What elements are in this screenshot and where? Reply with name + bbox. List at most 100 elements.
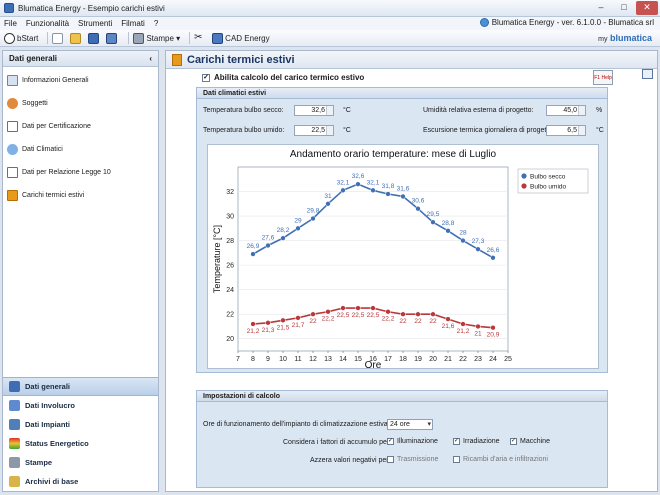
data-label: 22	[399, 318, 407, 325]
collapse-icon[interactable]: ‹	[149, 54, 152, 63]
help-button[interactable]: F1 Help	[593, 70, 613, 85]
group-title: Impostazioni di calcolo	[197, 391, 607, 402]
x-tick-label: 10	[279, 356, 287, 363]
section-label: Stampe	[25, 458, 53, 467]
enable-checkbox-box[interactable]: ✓	[202, 73, 210, 82]
menu-help[interactable]: ?	[153, 19, 159, 28]
option-label: Illuminazione	[397, 438, 438, 445]
bulbo-umido-input[interactable]: 22,5	[294, 125, 334, 136]
close-icon[interactable]: ✕	[636, 1, 658, 15]
unit-label: °C	[343, 107, 351, 114]
nav-label: Soggetti	[22, 100, 48, 107]
legend-label: Bulbo secco	[530, 174, 566, 181]
data-label: 29,5	[427, 211, 440, 218]
section-dati-involucro[interactable]: Dati Involucro	[3, 396, 158, 415]
nav-dati-climatici[interactable]: Dati Climatici	[3, 138, 158, 161]
data-point	[340, 187, 346, 193]
splitter[interactable]	[160, 50, 164, 492]
window-title: Blumatica Energy - Esempio carichi estiv…	[18, 3, 165, 13]
section-archivi-di-base[interactable]: Archivi di base	[3, 472, 158, 491]
macchine-option[interactable]: ✓ Macchine	[510, 438, 550, 445]
open-button[interactable]	[70, 32, 83, 44]
x-tick-label: 23	[474, 356, 482, 363]
x-axis-label: Ore	[365, 360, 382, 370]
legend-box	[517, 168, 589, 194]
y-tick-label: 20	[226, 336, 234, 343]
maximize-icon[interactable]: □	[621, 2, 627, 12]
minimize-icon[interactable]: –	[598, 2, 604, 12]
x-tick-label: 12	[309, 356, 317, 363]
data-point	[385, 309, 391, 315]
enable-checkbox[interactable]: ✓ Abilita calcolo del carico termico esti…	[202, 73, 364, 82]
data-label: 32,1	[367, 179, 380, 186]
legend-marker	[521, 173, 527, 179]
menu-filmati[interactable]: Filmati	[121, 19, 145, 28]
legend-label: Bulbo umido	[530, 184, 567, 191]
section-status-energetico[interactable]: Status Energetico	[3, 434, 158, 453]
checkbox[interactable]	[453, 456, 460, 463]
nav-soggetti[interactable]: Soggetti	[3, 92, 158, 115]
data-label: 20,9	[487, 332, 500, 339]
cad-energy-button[interactable]: CAD Energy	[212, 32, 270, 44]
checkbox[interactable]: ✓	[453, 438, 460, 445]
info-icon	[7, 75, 18, 86]
bulbo-secco-input[interactable]: 32,6	[294, 105, 334, 116]
tools-button[interactable]: ✂	[194, 32, 207, 44]
data-label: 32,6	[352, 173, 365, 180]
y-tick-label: 24	[226, 287, 234, 294]
ricambi-aria-option[interactable]: Ricambi d'aria e infiltrazioni	[453, 456, 548, 463]
data-point	[400, 193, 406, 200]
hours-select[interactable]: 24 ore	[387, 419, 433, 430]
data-label: 22	[429, 318, 437, 325]
data-point	[445, 228, 451, 234]
nav-relazione-legge-10[interactable]: Dati per Relazione Legge 10	[3, 161, 158, 184]
menu-funzionalita[interactable]: Funzionalità	[25, 19, 70, 28]
data-point	[280, 235, 286, 241]
menu-bar: File Funzionalità Strumenti Filmati ? Bl…	[0, 17, 660, 30]
option-label: Macchine	[520, 438, 550, 445]
checkbox[interactable]	[387, 456, 394, 463]
section-dati-generali[interactable]: Dati generali	[3, 377, 158, 396]
bstart-button[interactable]: bStart	[4, 32, 38, 44]
temperature-chart: 20 22 24 26 28 30 32 7 8 9 10 11 12 13 14 15 16 17 18 19 20 2…	[207, 144, 599, 371]
data-point	[400, 311, 406, 317]
nav-dati-certificazione[interactable]: Dati per Certificazione	[3, 115, 158, 138]
nav-label: Dati Climatici	[22, 146, 63, 153]
section-stampe[interactable]: Stampe	[3, 453, 158, 472]
save-as-button[interactable]	[106, 32, 119, 44]
panel-options-icon[interactable]	[642, 69, 653, 79]
menu-file[interactable]: File	[4, 19, 17, 28]
save-button[interactable]	[88, 32, 101, 44]
data-label: 27,6	[262, 235, 275, 242]
menu-strumenti[interactable]: Strumenti	[78, 19, 113, 28]
x-tick-label: 7	[236, 356, 240, 363]
irradiazione-option[interactable]: ✓ Irradiazione	[453, 438, 500, 445]
checkbox[interactable]: ✓	[387, 438, 394, 445]
systems-icon	[9, 419, 20, 430]
stampe-button[interactable]: Stampe ▾	[133, 32, 180, 44]
illuminazione-option[interactable]: ✓ Illuminazione	[387, 438, 438, 445]
brand-name: blumatica	[609, 33, 652, 43]
my-blumatica-link[interactable]: my blumatica	[598, 33, 652, 43]
data-label: 29	[294, 217, 302, 224]
brand-logo-icon	[479, 18, 489, 27]
umidita-input[interactable]: 45,0	[546, 105, 586, 116]
data-point	[355, 181, 361, 187]
nav-carichi-termici-estivi[interactable]: Carichi termici estivi	[3, 184, 158, 207]
nav-informazioni-generali[interactable]: Informazioni Generali	[3, 69, 158, 92]
escursione-input[interactable]: 6,5	[546, 125, 586, 136]
new-button[interactable]	[52, 32, 65, 44]
x-tick-label: 20	[429, 356, 437, 363]
climate-icon	[7, 144, 18, 155]
data-label: 32,1	[337, 179, 350, 186]
section-dati-impianti[interactable]: Dati Impianti	[3, 415, 158, 434]
data-point	[310, 215, 316, 222]
certificate-icon	[7, 121, 18, 132]
trasmissione-option[interactable]: Trasmissione	[387, 456, 438, 463]
checkbox[interactable]: ✓	[510, 438, 517, 445]
data-point	[355, 305, 361, 311]
data-point	[475, 246, 481, 252]
y-tick-label: 32	[226, 189, 234, 196]
cad-label: CAD Energy	[225, 33, 270, 43]
data-label: 21,6	[442, 323, 455, 330]
